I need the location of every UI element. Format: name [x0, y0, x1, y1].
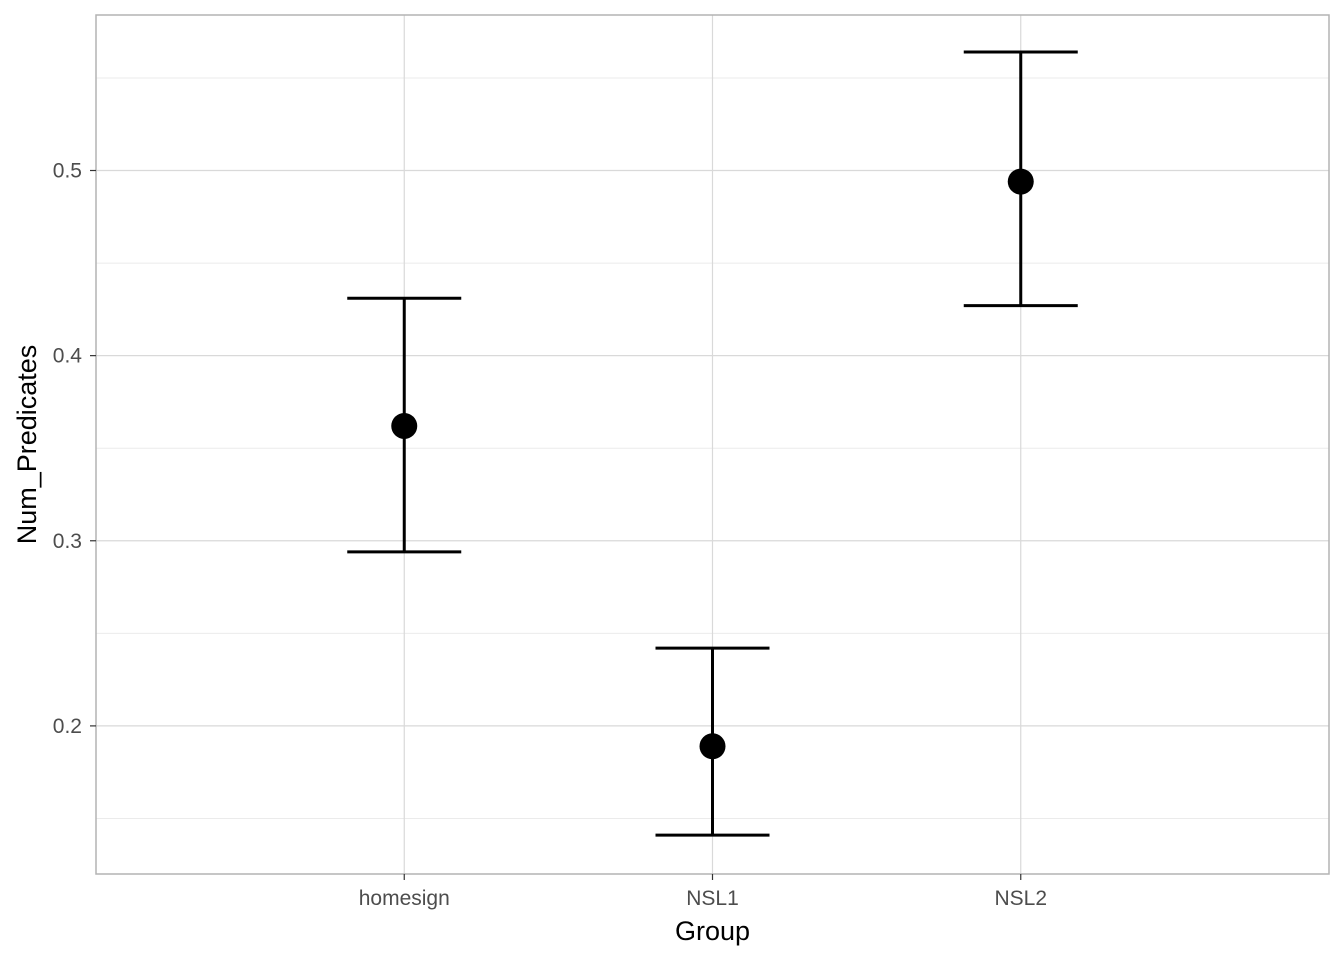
x-tick-label: NSL2	[994, 887, 1047, 910]
y-axis-title: Num_Predicates	[12, 345, 42, 545]
data-points	[391, 168, 1034, 760]
x-tick-label: homesign	[359, 887, 450, 910]
y-axis: 0.2 0.3 0.4 0.5	[53, 160, 96, 738]
data-point	[391, 412, 418, 439]
x-tick-label: NSL1	[686, 887, 739, 910]
y-tick-label: 0.2	[53, 715, 82, 738]
y-tick-label: 0.3	[53, 530, 82, 553]
data-point	[699, 733, 726, 760]
y-tick-label: 0.4	[53, 345, 83, 368]
x-axis-title: Group	[675, 916, 750, 946]
x-axis: homesign NSL1 NSL2	[359, 874, 1047, 910]
data-point	[1007, 168, 1034, 195]
y-tick-label: 0.5	[53, 160, 82, 183]
